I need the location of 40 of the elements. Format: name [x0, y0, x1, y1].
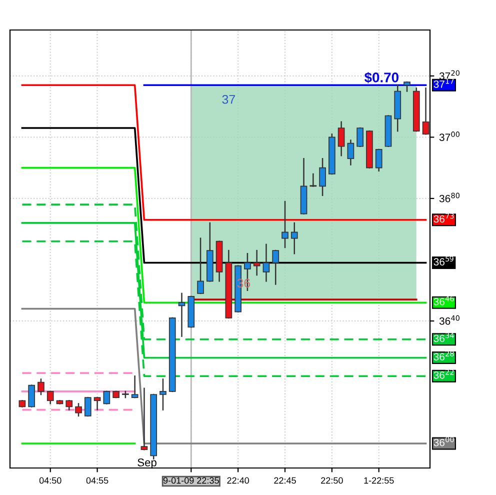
y-tick-label: 37$^{00}$: [439, 132, 460, 141]
candlestick: [28, 384, 36, 408]
y-tick-label: 36$^{40}$: [439, 315, 460, 325]
candlestick: [282, 200, 288, 248]
candlestick: [356, 127, 364, 148]
x-tick-label: 04:50: [39, 477, 62, 484]
candlestick: [404, 81, 410, 92]
candlestick: [75, 403, 82, 417]
candlestick: [66, 400, 73, 410]
x-tick-label: 22:45: [274, 477, 296, 484]
x-tick-label: 1-22:55: [364, 477, 394, 484]
candlestick: [338, 121, 345, 156]
annotation: 37: [222, 94, 236, 104]
candlestick: [131, 375, 138, 398]
candlestick: [290, 222, 298, 254]
y-tick-label: 36$^{80}$: [439, 192, 460, 202]
annotation: Sep: [138, 458, 156, 469]
candlestick: [272, 250, 280, 285]
candlestick: [46, 390, 54, 404]
candlestick: [160, 378, 166, 410]
candlestick: [38, 378, 44, 396]
candlestick: [103, 390, 110, 404]
candlestick: [319, 158, 326, 196]
candlestick: [94, 396, 101, 410]
x-tick-label: 22:40: [227, 477, 250, 484]
data-label: 37$^{17}$: [434, 78, 454, 88]
annotation: $0.70: [364, 72, 398, 84]
candlestick: [178, 292, 186, 337]
candlestick: [197, 238, 204, 294]
candlestick: [310, 173, 317, 187]
candlestick: [253, 250, 260, 276]
candlestick: [375, 148, 382, 172]
candlestick: [262, 244, 270, 282]
candlestick: [422, 88, 430, 135]
candlestick: [347, 140, 354, 166]
x-tick-label: 04:55: [86, 477, 108, 484]
x-tick-label: 9-01-09 22:35: [163, 477, 219, 484]
x-tick-label: 22:50: [321, 477, 343, 484]
candlestick: [84, 396, 92, 417]
candlestick: [140, 388, 148, 450]
